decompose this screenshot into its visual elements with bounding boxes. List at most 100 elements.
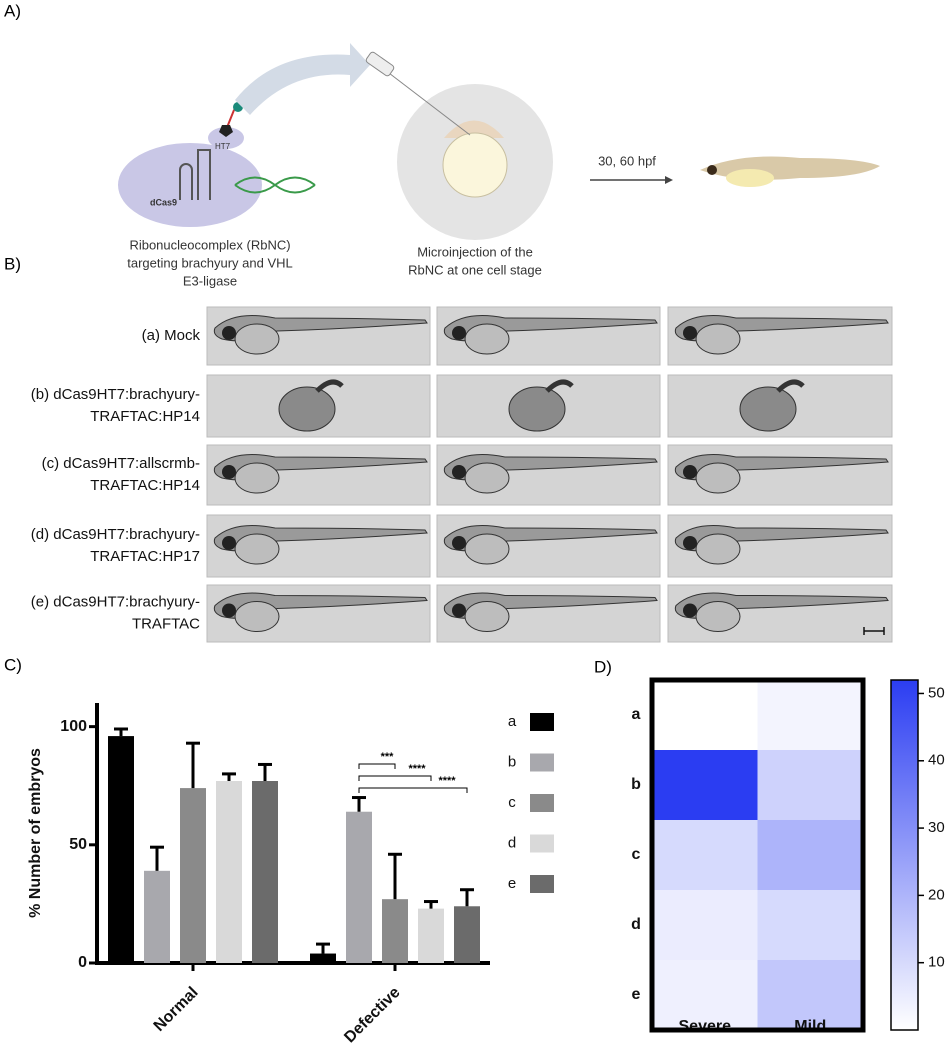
row-label: (d) dCas9HT7:brachyury- [31,526,200,543]
y-tick-label: 50 [69,836,87,853]
row-label: d [631,916,641,933]
bar [454,906,480,963]
embryo-yolk [695,601,741,632]
row-label: a [632,706,641,723]
injector [365,51,395,77]
embryo-eye [683,536,697,550]
heatmap-cell [652,820,758,890]
row-label: TRAFTAC:HP14 [90,477,200,494]
arrow-head [665,176,673,184]
caption: E3-ligase [183,273,237,288]
dcas9-label: dCas9 [150,197,177,207]
bar [310,953,336,963]
significance-label: **** [438,775,456,787]
embryo-yolk [234,533,280,565]
embryo-yolk [464,462,510,494]
row-label: e [632,986,641,1003]
legend-swatch [530,753,554,772]
embryo-yolk [234,601,280,632]
legend-label: b [508,753,516,770]
ht7-label: HT7 [215,142,231,151]
colorbar-tick-label: 30 [928,819,945,836]
row-label: (a) Mock [142,327,201,344]
bar [144,870,170,963]
embryo-yolk [464,323,510,355]
embryo-yolk [464,601,510,632]
cell [444,120,504,138]
caption: Ribonucleocomplex (RbNC) [129,237,290,252]
colorbar-tick-label: 10 [928,954,945,971]
bar [252,781,278,963]
bar [108,736,134,963]
colorbar-tick-label: 50 [928,684,945,701]
needle [384,69,471,136]
embryo [739,386,797,432]
caption: RbNC at one cell stage [408,262,542,277]
legend-label: c [508,794,516,811]
heatmap-cell [757,750,863,820]
panel-label: B) [4,254,21,273]
embryo-yolk [695,462,741,494]
embryo-eye [683,603,697,618]
legend-label: a [508,713,517,730]
scale-bar [863,627,885,635]
ht7-shape [208,127,244,149]
caption: targeting brachyury and VHL [127,255,292,270]
caption: Microinjection of the [417,244,533,259]
row-label: TRAFTAC [132,615,200,632]
embryo [508,386,566,432]
heatmap-cell [652,680,758,750]
bar [346,811,372,963]
column-label: Mild [794,1018,826,1035]
bar [216,781,242,963]
time-label: 30, 60 hpf [598,153,656,168]
embryo-tail [315,379,344,393]
heatmap-cell [757,820,863,890]
legend-swatch [530,834,554,853]
bar [180,788,206,963]
larva-eye [707,165,717,175]
heatmap-frame [649,677,866,1033]
embryo-eye [452,465,466,479]
embryo-yolk [234,462,280,494]
row-label: TRAFTAC:HP14 [90,408,200,425]
colorbar-tick-label: 40 [928,752,945,769]
embryo-eye [222,603,236,618]
yolk [442,132,508,198]
y-tick-label: 0 [78,954,87,971]
bar [418,908,444,963]
panel-label: C) [4,655,22,674]
column-label: Severe [679,1018,732,1035]
rna [179,149,211,200]
heatmap-cell [757,890,863,960]
row-label: (b) dCas9HT7:brachyury- [31,386,200,403]
heatmap-cell [652,750,758,820]
legend-swatch [530,713,554,731]
larva-yolk [726,169,774,187]
significance-label: *** [381,751,395,763]
embryo-eye [683,326,697,340]
legend-label: e [508,875,516,892]
bar [382,899,408,963]
panel-label: D) [594,657,612,676]
embryo-eye [222,326,236,340]
panel-label: A) [4,1,21,20]
significance-bracket [358,787,468,793]
embryo-eye [222,465,236,479]
heatmap-cell [652,890,758,960]
embryo-tail [776,379,805,393]
embryo-yolk [234,323,280,355]
y-axis-label: % Number of embryos [27,748,44,918]
embryo [278,386,336,432]
row-label: c [632,846,641,863]
significance-bracket [358,775,432,781]
embryo-yolk [464,533,510,565]
embryo-eye [452,326,466,340]
legend-swatch [530,875,554,893]
significance-label: **** [408,763,426,775]
row-label: TRAFTAC:HP17 [90,548,200,565]
heatmap-cell [757,960,863,1030]
row-label: (e) dCas9HT7:brachyury- [31,593,200,610]
heatmap-cell [652,960,758,1030]
